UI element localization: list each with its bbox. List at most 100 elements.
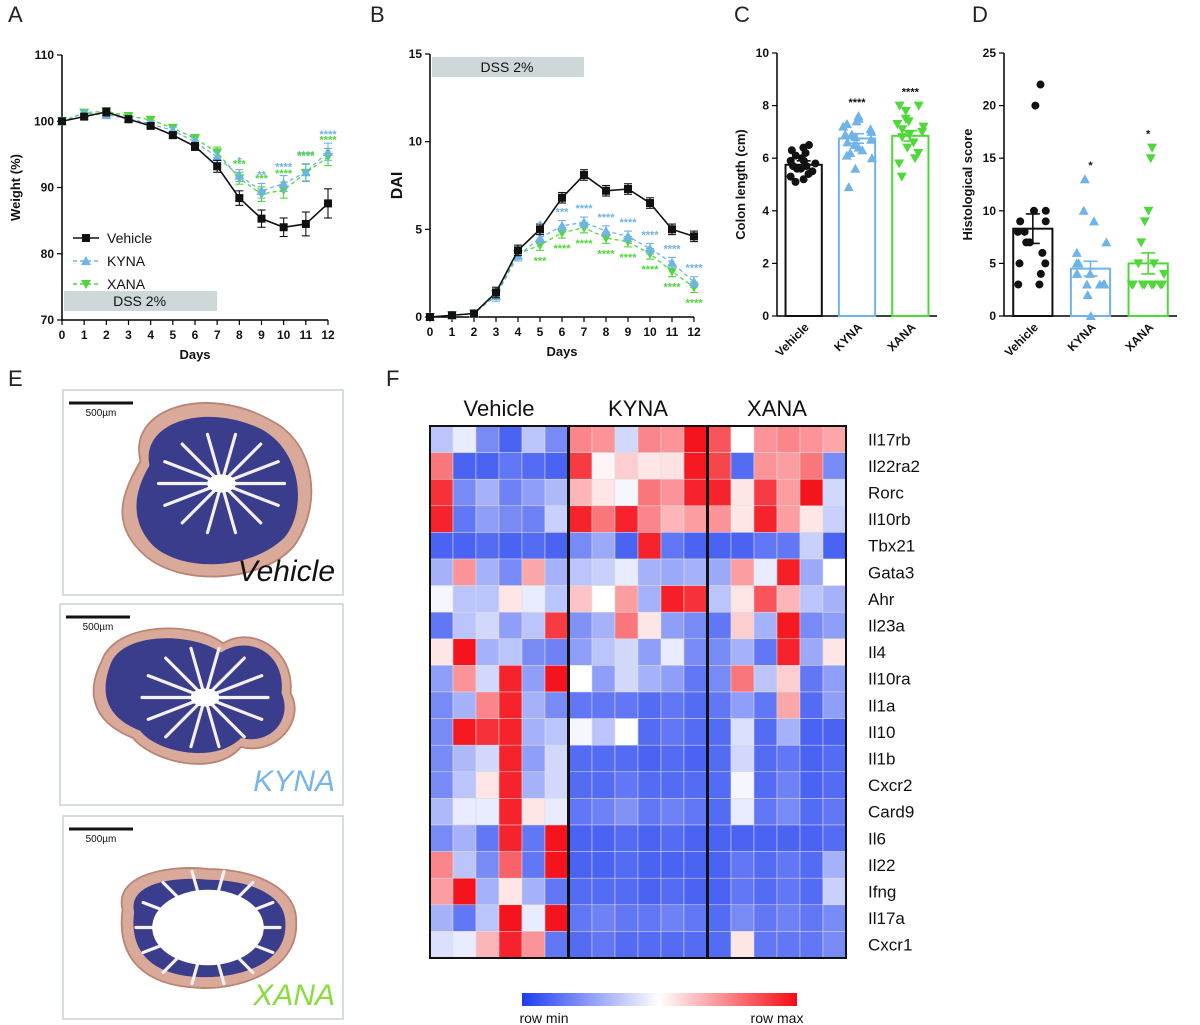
heatmap-cell — [707, 798, 732, 826]
heatmap-cell — [591, 851, 616, 879]
crypt-fold — [180, 442, 218, 480]
heatmap-cell — [730, 585, 755, 613]
heatmap-cell — [521, 798, 546, 826]
legend-label: KYNA — [107, 253, 146, 269]
heatmap-cell — [544, 478, 569, 507]
heatmap-cell — [822, 851, 847, 879]
heatmap-cell — [683, 718, 708, 746]
heatmap-cell — [707, 425, 732, 453]
panel-f-heatmap: Il17rb Il22ra2 Rorc Il10rb Tbx21 Gata3 Ahr Il23… — [429, 396, 920, 1025]
heatmap-cell — [753, 558, 778, 586]
legend-marker — [81, 280, 91, 289]
heatmap-cell — [753, 904, 778, 932]
data-point-kyna — [1082, 289, 1093, 299]
heatmap-cell — [429, 558, 454, 586]
heatmap-cell — [568, 425, 593, 453]
data-point-vehicle — [1029, 206, 1038, 215]
y-tick-label: 70 — [41, 313, 55, 327]
heatmap-cell — [452, 665, 477, 693]
heatmap-cell — [799, 904, 824, 932]
heatmap-cell — [498, 877, 523, 906]
heatmap-cell — [637, 744, 662, 773]
data-point-xana — [900, 106, 911, 116]
heatmap-cell — [452, 877, 477, 906]
heatmap-cell — [429, 931, 454, 959]
heatmap-cell — [683, 665, 708, 693]
heatmap-cell — [776, 691, 801, 719]
y-tick-label: 15 — [409, 47, 423, 61]
lumen — [207, 474, 236, 493]
heatmap-cell — [683, 532, 708, 560]
heatmap-cell — [452, 638, 477, 666]
heatmap-cell — [822, 478, 847, 507]
heatmap-cell — [591, 771, 616, 799]
heatmap-cell — [544, 824, 569, 852]
heatmap-cell — [452, 904, 477, 932]
heatmap-cell — [660, 452, 685, 480]
crypt-fold — [211, 699, 264, 721]
heatmap-cell — [521, 611, 546, 640]
heatmap-cell — [776, 851, 801, 879]
x-category-label: Vehicle — [1002, 320, 1041, 359]
heatmap-cell — [799, 824, 824, 852]
significance-stars: **** — [297, 150, 315, 162]
data-point-vehicle — [791, 177, 800, 186]
heatmap-cell — [521, 558, 546, 586]
heatmap-cell — [591, 877, 616, 906]
heatmap-cell — [776, 904, 801, 932]
x-tick-label: 12 — [687, 325, 701, 339]
heatmap-cell — [707, 478, 732, 507]
data-point-vehicle — [102, 107, 111, 116]
x-tick-label: 1 — [81, 328, 88, 342]
heatmap-cell — [730, 718, 755, 746]
heatmap-cell — [614, 851, 639, 879]
x-tick-label: 10 — [643, 325, 657, 339]
heatmap-cell — [822, 638, 847, 666]
crypt-fold — [221, 488, 238, 535]
heatmap-cell — [776, 611, 801, 640]
data-point-vehicle — [1036, 80, 1045, 89]
heatmap-cell — [637, 798, 662, 826]
data-point-kyna — [838, 121, 849, 131]
heatmap-cell — [568, 744, 593, 773]
heatmap-cell — [660, 931, 685, 959]
significance-stars: *** — [556, 207, 570, 219]
heatmap-cell — [568, 771, 593, 799]
heatmap-cell — [475, 904, 500, 932]
significance-stars: * — [538, 219, 543, 231]
heatmap-cell — [776, 931, 801, 959]
heatmap-cell — [614, 505, 639, 533]
data-point-kyna — [866, 153, 877, 163]
heatmap-cell — [753, 638, 778, 666]
x-tick-label: 3 — [493, 325, 500, 339]
significance-stars: **** — [685, 297, 703, 309]
significance-stars: **** — [597, 212, 615, 224]
data-point-xana — [1136, 238, 1147, 248]
heatmap-cell — [799, 665, 824, 693]
group-label: XANA — [747, 396, 807, 421]
data-point-vehicle — [786, 172, 795, 181]
heatmap-cell — [660, 851, 685, 879]
data-point-vehicle — [324, 199, 332, 208]
heatmap-cell — [544, 665, 569, 693]
data-point-vehicle — [804, 141, 813, 150]
heatmap-cell — [753, 505, 778, 533]
significance-stars: **** — [275, 162, 293, 174]
data-point-kyna — [557, 220, 567, 230]
heatmap-cell — [683, 877, 708, 906]
gene-label: Cxcr2 — [868, 776, 912, 795]
heatmap-cell — [498, 718, 523, 746]
heatmap-cell — [544, 744, 569, 773]
heatmap-cell — [707, 665, 732, 693]
data-point-kyna — [1078, 205, 1089, 215]
heatmap-cell — [776, 638, 801, 666]
data-point-vehicle — [492, 288, 500, 297]
heatmap-cell — [568, 718, 593, 746]
panel-label: B — [370, 2, 385, 27]
heatmap-cell — [498, 904, 523, 932]
data-point-vehicle — [1020, 227, 1029, 236]
x-tick-label: 9 — [625, 325, 632, 339]
x-tick-label: 0 — [427, 325, 434, 339]
heatmap-cell — [521, 771, 546, 799]
gene-label: Cxcr1 — [868, 936, 912, 955]
